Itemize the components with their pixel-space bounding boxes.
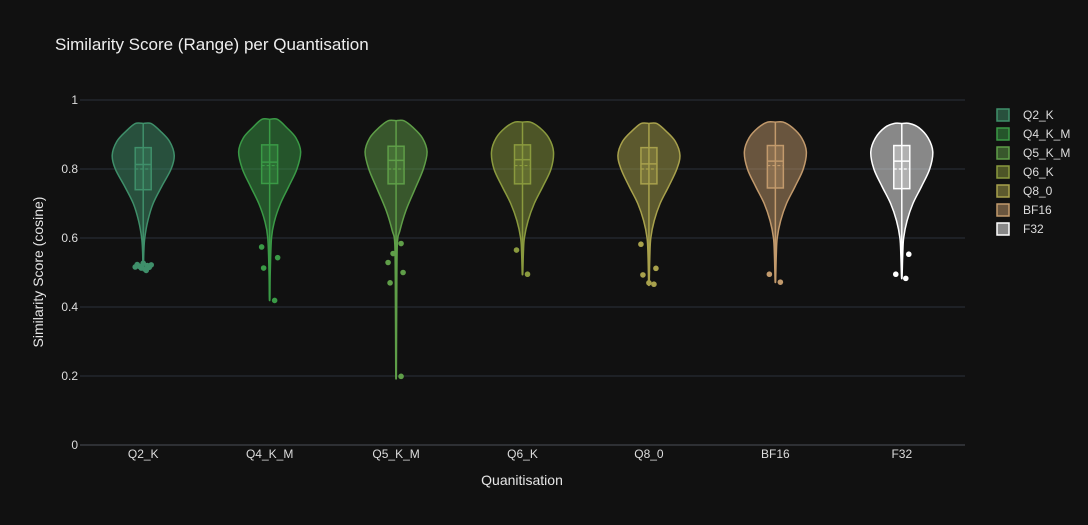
- outlier-point: [387, 280, 393, 286]
- legend-label: Q2_K: [1023, 108, 1054, 122]
- outlier-point: [132, 264, 139, 270]
- outlier-point: [892, 271, 899, 278]
- legend-swatch: [996, 222, 1010, 236]
- violin-box: [640, 146, 658, 185]
- legend-label: Q8_0: [1023, 184, 1053, 198]
- violin-q8-0: [617, 122, 681, 288]
- violin-q4-k-m: [237, 117, 302, 304]
- legend-label: F32: [1023, 222, 1044, 236]
- outlier-point: [513, 247, 520, 253]
- violins: [111, 117, 934, 380]
- outlier-point: [766, 271, 773, 278]
- outlier-point: [148, 262, 155, 268]
- violin-q6-k: [490, 120, 555, 278]
- legend-label: Q5_K_M: [1023, 146, 1070, 160]
- legend-label: Q6_K: [1023, 165, 1054, 179]
- x-tick-label: Q4_K_M: [246, 447, 293, 461]
- legend-item[interactable]: Q6_K: [996, 165, 1054, 179]
- legend-swatch: [996, 146, 1010, 160]
- outlier-point: [260, 265, 267, 271]
- legend-item[interactable]: Q2_K: [996, 108, 1054, 122]
- y-axis-label: Similarity Score (cosine): [30, 197, 46, 348]
- y-tick-label: 0.6: [61, 231, 78, 245]
- outlier-point: [651, 281, 657, 288]
- outlier-point: [398, 240, 404, 247]
- x-tick-label: Q2_K: [128, 447, 159, 461]
- legend-item[interactable]: Q4_K_M: [996, 127, 1070, 141]
- y-tick-label: 0: [71, 438, 78, 452]
- violin-q5-k-m: [364, 119, 428, 380]
- outlier-point: [271, 297, 278, 304]
- legend-item[interactable]: Q5_K_M: [996, 146, 1070, 160]
- outlier-point: [777, 279, 784, 285]
- x-axis-label: Quanitisation: [481, 472, 563, 488]
- y-axis-ticks: 0 0.2 0.4 0.6 0.8 1: [61, 93, 78, 452]
- violin-f32: [870, 122, 934, 282]
- legend-label: BF16: [1023, 203, 1052, 217]
- y-tick-label: 0.8: [61, 162, 78, 176]
- violin-bf16: [743, 120, 808, 285]
- y-tick-label: 1: [71, 93, 78, 107]
- legend-swatch: [996, 108, 1010, 122]
- outlier-point: [902, 275, 909, 282]
- y-tick-label: 0.2: [61, 369, 78, 383]
- outlier-point: [390, 250, 396, 257]
- outlier-point: [638, 241, 644, 248]
- legend-item[interactable]: Q8_0: [996, 184, 1053, 198]
- violin-box: [766, 144, 785, 189]
- x-tick-label: Q8_0: [634, 447, 664, 461]
- legend-swatch: [996, 165, 1010, 179]
- violin-box: [387, 145, 405, 185]
- violin-box: [513, 144, 532, 185]
- x-tick-label: Q6_K: [507, 447, 538, 461]
- y-tick-label: 0.4: [61, 300, 78, 314]
- legend-swatch: [996, 184, 1010, 198]
- legend: Q2_K Q4_K_M Q5_K_M Q6_K Q8_0 BF16 F32: [996, 108, 1070, 236]
- legend-item[interactable]: BF16: [996, 203, 1052, 217]
- outlier-point: [258, 244, 265, 250]
- violin-box: [260, 144, 279, 185]
- outlier-point: [400, 269, 406, 276]
- violin-box: [893, 144, 911, 190]
- outlier-point: [905, 251, 912, 258]
- legend-item[interactable]: F32: [996, 222, 1044, 236]
- outlier-point: [398, 373, 404, 380]
- outlier-point: [653, 265, 659, 272]
- outlier-point: [640, 272, 646, 278]
- chart-title: Similarity Score (Range) per Quantisatio…: [55, 35, 369, 54]
- violin-q2-k: [111, 122, 175, 274]
- x-tick-label: F32: [891, 447, 912, 461]
- legend-swatch: [996, 127, 1010, 141]
- legend-label: Q4_K_M: [1023, 127, 1070, 141]
- x-axis-ticks: Q2_K Q4_K_M Q5_K_M Q6_K Q8_0 BF16 F32: [128, 447, 913, 461]
- outlier-point: [385, 259, 391, 266]
- x-tick-label: Q5_K_M: [372, 447, 419, 461]
- x-tick-label: BF16: [761, 447, 790, 461]
- legend-swatch: [996, 203, 1010, 217]
- outlier-point: [646, 280, 652, 286]
- outlier-point: [274, 254, 281, 261]
- outlier-point: [143, 267, 150, 274]
- outlier-point: [524, 271, 531, 278]
